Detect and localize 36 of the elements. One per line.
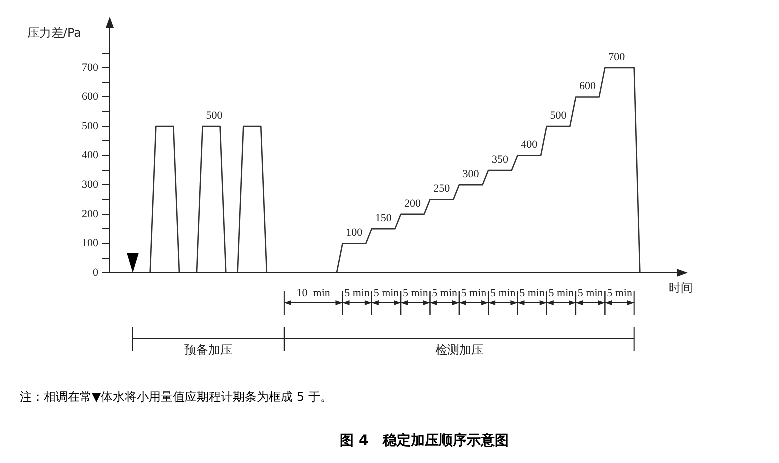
y-tick-label: 100 (82, 238, 99, 250)
text: 注：相调在常▼体水将小用量值应期程计期条为框成 5 于。 (20, 389, 334, 406)
text: 5 min (432, 287, 458, 300)
text: 5 min (490, 287, 516, 300)
y-tick-label: 300 (82, 179, 99, 192)
data-label: 350 (492, 154, 509, 166)
y-axis-title: 压力差/Pa (27, 26, 82, 40)
data-label: 150 (375, 212, 392, 224)
y-tick-label: 500 (82, 120, 99, 132)
text: 5 min (578, 287, 604, 300)
text: 图 4 稳定加压顺序示意图 (339, 432, 510, 450)
text: 5 min (607, 287, 633, 300)
text: 检测加压 (435, 343, 484, 358)
text: 5 min (344, 287, 371, 300)
text: 5 min (402, 287, 429, 300)
text: 5 min (520, 287, 546, 300)
data-label: 500 (206, 110, 224, 122)
data-label: 600 (579, 80, 596, 93)
data-label: 400 (521, 139, 538, 152)
data-label: 100 (346, 227, 364, 240)
y-tick-label: 400 (82, 150, 99, 162)
data-label: 200 (404, 198, 422, 210)
y-tick-label: 600 (82, 91, 99, 104)
y-tick-label: 200 (82, 208, 99, 220)
y-tick-label: 700 (82, 62, 99, 74)
data-label: 300 (462, 168, 480, 181)
data-label: 500 (550, 110, 568, 122)
text: 5 min (461, 287, 488, 300)
x-axis-title: 时间 (669, 281, 693, 296)
text: 预备加压 (184, 343, 233, 358)
text: 5 min (548, 287, 575, 300)
data-label: 250 (434, 183, 451, 196)
text: 10 min (296, 287, 331, 300)
text: 5 min (374, 287, 400, 300)
y-tick-label: 0 (93, 266, 99, 279)
data-label: 700 (608, 51, 626, 64)
